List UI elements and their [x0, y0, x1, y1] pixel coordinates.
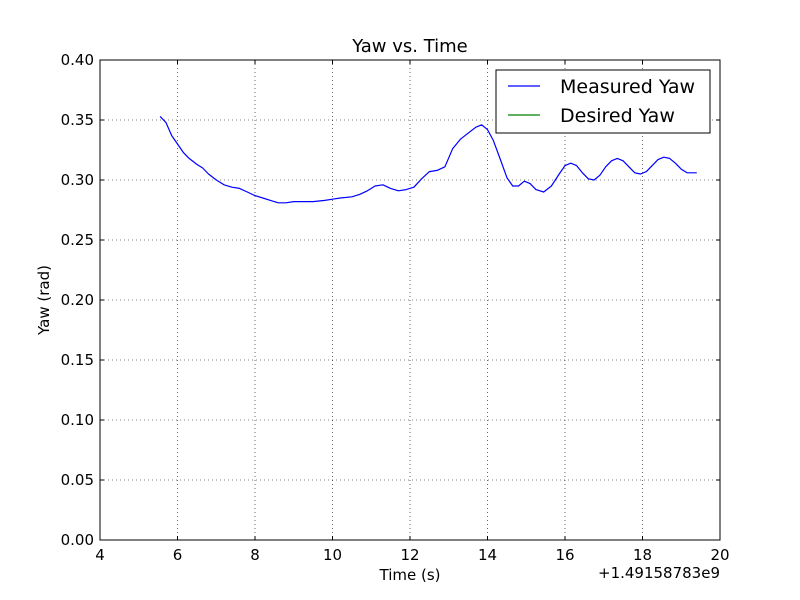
x-tick-label: 8 [250, 546, 260, 564]
x-tick-label: 16 [555, 546, 574, 564]
x-axis-label: Time (s) [379, 566, 441, 584]
legend: Measured Yaw Desired Yaw [495, 69, 711, 134]
x-offset-label: +1.49158783e9 [598, 564, 720, 582]
x-tick-label: 10 [323, 546, 342, 564]
y-tick-label: 0.20 [61, 291, 94, 309]
y-tick-labels: 0.00 0.05 0.10 0.15 0.20 0.25 0.30 0.35 0.40 [61, 51, 94, 549]
legend-label-desired-yaw: Desired Yaw [560, 105, 675, 127]
y-tick-label: 0.05 [61, 471, 94, 489]
axis-ticks [99, 59, 721, 541]
legend-label-measured-yaw: Measured Yaw [560, 76, 695, 98]
x-tick-labels: 4 6 8 10 12 14 16 18 20 [95, 546, 729, 564]
y-tick-label: 0.10 [61, 411, 94, 429]
x-tick-label: 18 [633, 546, 652, 564]
chart-title: Yaw vs. Time [351, 36, 468, 57]
x-tick-label: 6 [173, 546, 183, 564]
x-tick-label: 12 [400, 546, 419, 564]
legend-box [495, 69, 711, 134]
series-lines [159, 115, 697, 204]
x-tick-label: 4 [95, 546, 105, 564]
y-tick-label: 0.40 [61, 51, 94, 69]
x-tick-label: 20 [710, 546, 729, 564]
x-tick-label: 14 [478, 546, 497, 564]
grid-lines [100, 60, 720, 540]
y-axis-label: Yaw (rad) [35, 265, 53, 336]
y-tick-label: 0.35 [61, 111, 94, 129]
y-tick-label: 0.25 [61, 231, 94, 249]
y-tick-label: 0.30 [61, 171, 94, 189]
y-tick-label: 0.15 [61, 351, 94, 369]
series-line-measured-yaw [159, 115, 697, 204]
y-tick-label: 0.00 [61, 531, 94, 549]
